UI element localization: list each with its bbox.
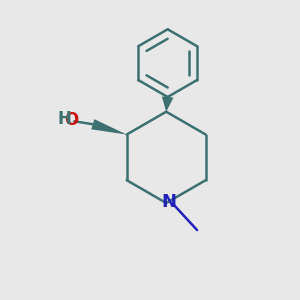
Text: H: H	[57, 110, 71, 128]
Polygon shape	[91, 119, 127, 134]
Polygon shape	[162, 96, 173, 112]
Text: N: N	[162, 194, 177, 211]
Text: O: O	[64, 111, 79, 129]
